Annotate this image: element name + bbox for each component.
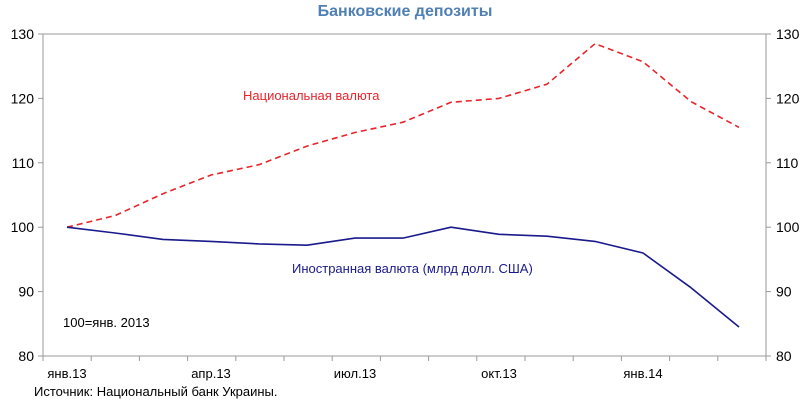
x-tick-label: окт.13 — [481, 366, 517, 381]
x-tick-label: янв.14 — [623, 366, 662, 381]
series-label-national: Национальная валюта — [243, 88, 380, 103]
y-tick-label-left: 80 — [18, 348, 34, 364]
axis-ticks: 80 80 90 90 100 100 110 110 120 120 130 130 янв.13 ап… — [11, 26, 800, 381]
chart-title: Банковские депозиты — [317, 3, 493, 20]
plot-border — [42, 33, 767, 357]
y-tick-label-right: 90 — [776, 284, 792, 300]
x-tick-label: янв.13 — [47, 366, 86, 381]
series-line-national — [66, 42, 740, 228]
base-annotation: 100=янв. 2013 — [63, 315, 150, 330]
y-tick-label-left: 100 — [11, 219, 35, 235]
series-lines — [66, 42, 740, 328]
plot-area — [42, 33, 767, 357]
series-label-foreign: Иностранная валюта (млрд долл. США) — [292, 261, 533, 276]
y-tick-label-left: 90 — [18, 284, 34, 300]
y-tick-label-right: 80 — [776, 348, 792, 364]
y-tick-label-left: 110 — [12, 155, 35, 171]
series-line-foreign — [66, 226, 740, 328]
y-tick-label-right: 120 — [776, 90, 800, 106]
y-tick-label-right: 110 — [776, 155, 799, 171]
source-note: Источник: Национальный банк Украины. — [34, 384, 278, 399]
x-tick-label: июл.13 — [334, 366, 376, 381]
y-tick-label-left: 130 — [11, 26, 35, 42]
x-tick-label: апр.13 — [191, 366, 231, 381]
y-tick-label-left: 120 — [11, 90, 35, 106]
y-tick-label-right: 100 — [776, 219, 800, 235]
y-tick-label-right: 130 — [776, 26, 800, 42]
